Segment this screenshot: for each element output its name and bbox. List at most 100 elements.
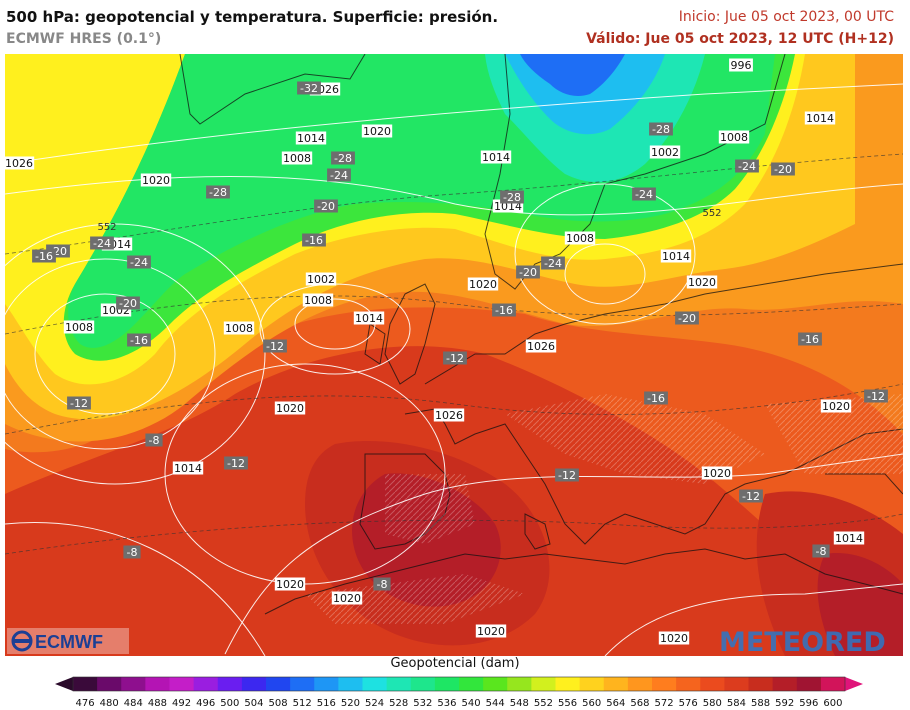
svg-text:METEORED: METEORED — [719, 627, 886, 656]
pressure-label: 1008 — [564, 231, 596, 245]
init-time: Inicio: Jue 05 oct 2023, 00 UTC — [678, 9, 894, 25]
temperature-label: -24 — [735, 159, 759, 173]
temperature-label-text: -28 — [652, 123, 670, 136]
pressure-label: 1020 — [467, 277, 499, 291]
temperature-label-text: -20 — [519, 266, 537, 279]
pressure-label: 1020 — [686, 275, 718, 289]
colorbar-tick-label: 516 — [317, 698, 336, 708]
temperature-label-text: -32 — [300, 82, 318, 95]
colorbar-tick-label: 488 — [148, 698, 167, 708]
pressure-label-text: 996 — [731, 59, 752, 72]
colorbar-segment — [724, 677, 749, 691]
colorbar-tick-label: 536 — [437, 698, 456, 708]
pressure-label: 1014 — [660, 249, 692, 263]
colorbar-segment — [531, 677, 556, 691]
pressure-label-text: 1008 — [720, 131, 748, 144]
colorbar-segment — [362, 677, 388, 691]
temperature-label: -24 — [541, 256, 565, 270]
colorbar-segment — [266, 677, 291, 691]
pressure-label: 1020 — [475, 624, 507, 638]
isoline-label: 552 — [702, 208, 721, 219]
temperature-label-text: -12 — [742, 490, 760, 503]
pressure-label-text: 1008 — [283, 152, 311, 165]
pressure-label-text: 1020 — [822, 400, 850, 413]
colorbar-segment — [676, 677, 701, 691]
pressure-label: 1020 — [701, 466, 733, 480]
pressure-label-text: 1020 — [276, 578, 304, 591]
pressure-label-text: 1014 — [482, 151, 510, 164]
pressure-label-text: 1020 — [477, 625, 505, 638]
terrain-shading — [305, 394, 903, 624]
pressure-label: 1026 — [525, 339, 557, 353]
pressure-label-text: 1026 — [527, 340, 555, 353]
colorbar-tick-label: 564 — [606, 698, 625, 708]
pressure-label: 1020 — [274, 401, 306, 415]
colorbar-segment — [700, 677, 725, 691]
pressure-label-text: 1020 — [469, 278, 497, 291]
valid-time: Válido: Jue 05 oct 2023, 12 UTC (H+12) — [586, 31, 894, 47]
colorbar-tick-label: 496 — [196, 698, 215, 708]
colorbar-segment — [338, 677, 363, 691]
pressure-label-text: 1008 — [65, 321, 93, 334]
temperature-label-text: -20 — [774, 163, 792, 176]
temperature-label-text: -28 — [334, 152, 352, 165]
temperature-label: -16 — [127, 333, 151, 347]
temperature-label: -24 — [90, 236, 114, 250]
colorbar-segment — [386, 677, 412, 691]
colorbar-segment — [579, 677, 605, 691]
temperature-label-text: -16 — [495, 304, 513, 317]
colorbar-tick-label: 592 — [775, 698, 794, 708]
pressure-label: 1020 — [331, 591, 363, 605]
temperature-label-text: -20 — [119, 297, 137, 310]
temperature-label-text: -16 — [35, 250, 53, 263]
pressure-label-text: 1014 — [835, 532, 863, 545]
temperature-label-text: -12 — [266, 340, 284, 353]
colorbar-tick-label: 532 — [413, 698, 432, 708]
pressure-label-text: 1014 — [806, 112, 834, 125]
temperature-label: -20 — [675, 311, 699, 325]
pressure-label: 1014 — [833, 531, 865, 545]
temperature-label-text: -20 — [678, 312, 696, 325]
colorbar-tick-label: 580 — [703, 698, 722, 708]
temperature-label: -12 — [67, 396, 91, 410]
temperature-label: -28 — [500, 190, 524, 204]
colorbar-tick-label: 568 — [630, 698, 649, 708]
pressure-label-text: 1008 — [304, 294, 332, 307]
temperature-label-text: -24 — [738, 160, 756, 173]
svg-text:ECMWF: ECMWF — [35, 632, 103, 652]
temperature-label-text: -16 — [130, 334, 148, 347]
temperature-label-text: -8 — [127, 546, 138, 559]
pressure-label-text: 1020 — [660, 632, 688, 645]
temperature-label: -28 — [649, 122, 673, 136]
colorbar-segment — [796, 677, 822, 691]
temperature-label-text: -12 — [227, 457, 245, 470]
colorbar-tick-label: 512 — [293, 698, 312, 708]
temperature-label: -28 — [206, 185, 230, 199]
temperature-label: -12 — [263, 339, 287, 353]
temperature-label: -8 — [812, 544, 830, 558]
ecmwf-logo: ECMWF — [7, 628, 129, 654]
temperature-label: -20 — [116, 296, 140, 310]
pressure-label-text: 1020 — [688, 276, 716, 289]
colorbar-segment — [507, 677, 532, 691]
temperature-label-text: -8 — [377, 578, 388, 591]
temperature-label: -28 — [331, 151, 355, 165]
colorbar-segment — [627, 677, 653, 691]
pressure-label: 996 — [729, 58, 753, 72]
temperature-labels: -32-28-24-28-20-16-28-24 -20-28 -24-24-20-… — [32, 81, 888, 591]
temperature-label-text: -20 — [317, 200, 335, 213]
pressure-label-text: 1014 — [174, 462, 202, 475]
pressure-label: 1026 — [5, 156, 35, 170]
temperature-label: -24 — [127, 255, 151, 269]
temperature-label-text: -12 — [558, 469, 576, 482]
temperature-label-text: -16 — [801, 333, 819, 346]
colorbar-segment — [241, 677, 267, 691]
temperature-label: -12 — [443, 351, 467, 365]
colorbar-max-arrow — [845, 677, 863, 691]
isoline-label: 552 — [97, 222, 116, 233]
pressure-label-text: 1014 — [297, 132, 325, 145]
temperature-label: -12 — [555, 468, 579, 482]
colorbar-tick-label: 600 — [823, 698, 842, 708]
colorbar-segment — [193, 677, 219, 691]
temperature-label-text: -24 — [635, 188, 653, 201]
